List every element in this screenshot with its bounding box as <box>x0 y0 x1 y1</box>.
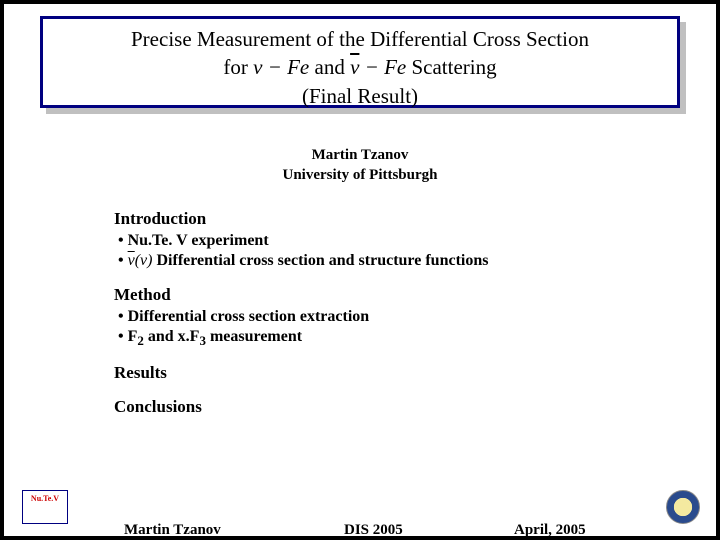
section-method: Method <box>114 285 674 305</box>
section-conclusions: Conclusions <box>114 397 674 417</box>
formula-nubar-fe: ν − Fe <box>350 55 406 79</box>
author-name: Martin Tzanov <box>4 146 716 166</box>
formula-nu-nubar: ν(ν) <box>128 252 153 269</box>
formula-nu-fe: ν − Fe <box>253 55 309 79</box>
method-bullet-1: • Differential cross section extraction <box>118 307 674 327</box>
section-introduction: Introduction <box>114 209 674 229</box>
method-bullet-2: • F2 and x.F3 measurement <box>118 327 674 349</box>
author-affiliation: University of Pittsburgh <box>4 166 716 186</box>
title-line2: for ν − Fe and ν − Fe Scattering <box>53 53 667 81</box>
title-line1: Precise Measurement of the Differential … <box>53 25 667 53</box>
nutev-logo: Nu.Te.V <box>22 490 68 524</box>
pitt-seal-icon <box>666 490 700 524</box>
footer-date: April, 2005 <box>514 522 586 539</box>
footer-author: Martin Tzanov <box>124 522 221 539</box>
section-results: Results <box>114 363 674 383</box>
author-block: Martin Tzanov University of Pittsburgh <box>4 146 716 185</box>
content-body: Introduction • Nu.Te. V experiment • ν(ν… <box>114 209 674 419</box>
title-box: Precise Measurement of the Differential … <box>40 16 680 108</box>
slide: Precise Measurement of the Differential … <box>4 4 716 536</box>
intro-bullet-1: • Nu.Te. V experiment <box>118 231 674 251</box>
intro-bullet-2: • ν(ν) Differential cross section and st… <box>118 251 674 271</box>
title-line3: (Final Result) <box>53 82 667 110</box>
footer-conference: DIS 2005 <box>344 522 403 539</box>
